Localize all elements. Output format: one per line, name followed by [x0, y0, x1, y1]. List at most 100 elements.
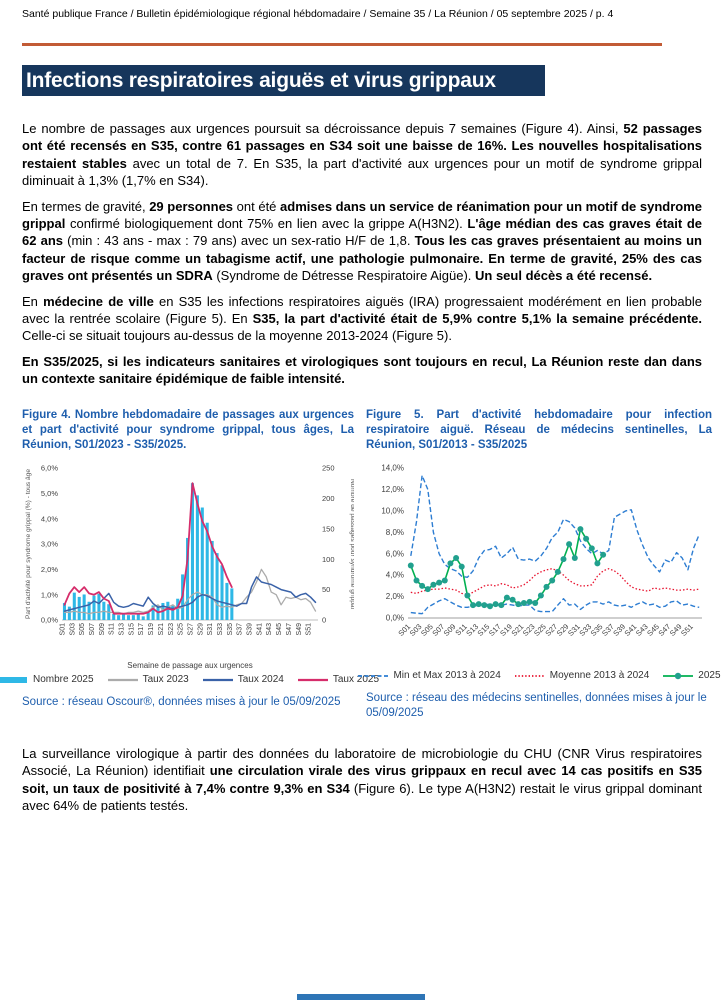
svg-text:S43: S43 [266, 623, 273, 636]
svg-text:8,0%: 8,0% [386, 528, 404, 537]
legend-item: Min et Max 2013 à 2024 [357, 670, 501, 681]
svg-text:0,0%: 0,0% [41, 616, 58, 625]
svg-text:4,0%: 4,0% [41, 514, 58, 523]
page-title: Infections respiratoires aiguës et virus… [22, 65, 545, 96]
legend-swatch [514, 674, 545, 677]
text-segment: L'âge médian des cas graves était de 62 … [22, 216, 702, 249]
svg-text:S03: S03 [69, 623, 76, 636]
svg-text:S17: S17 [138, 623, 145, 636]
paragraph-gravite: En termes de gravité, 29 personnes ont é… [22, 198, 702, 285]
legend-label: Taux 2025 [332, 674, 380, 685]
paragraph-conclusion: En S35/2025, si les indicateurs sanitair… [22, 353, 702, 388]
svg-text:14,0%: 14,0% [381, 464, 404, 473]
figure4-legend: Nombre 2025 Taux 2023 Taux 2024 Taux 2025 [0, 674, 379, 685]
svg-text:150: 150 [322, 524, 335, 533]
legend-label: Nombre 2025 [32, 674, 94, 685]
svg-text:S15: S15 [128, 623, 135, 636]
svg-text:S07: S07 [89, 623, 96, 636]
svg-text:S25: S25 [178, 623, 185, 636]
svg-text:S51: S51 [306, 623, 313, 636]
svg-text:2,0%: 2,0% [41, 565, 58, 574]
legend-item: Taux 2025 [297, 674, 379, 685]
legend-item: Taux 2024 [202, 674, 284, 685]
svg-text:0,0%: 0,0% [386, 614, 404, 623]
figure5-source: Source : réseau des médecins sentinelles… [366, 692, 707, 719]
svg-text:S39: S39 [247, 623, 254, 636]
svg-text:S01: S01 [60, 623, 67, 636]
svg-text:S27: S27 [188, 623, 195, 636]
svg-text:S35: S35 [227, 623, 234, 636]
legend-item: Moyenne 2013 à 2024 [514, 670, 650, 681]
svg-text:S51: S51 [679, 622, 695, 638]
figure4-chart: 0,0% 1,0% 2,0% 3,0% 4,0% 5,0% 6,0% 0 50 100 150 200… [25, 464, 354, 670]
svg-text:S21: S21 [158, 623, 165, 636]
paragraph-urgences: Le nombre de passages aux urgences pours… [22, 120, 702, 190]
svg-text:12,0%: 12,0% [381, 485, 404, 494]
svg-text:1,0%: 1,0% [41, 590, 58, 599]
svg-text:2,0%: 2,0% [386, 592, 404, 601]
text-segment: confirmé biologiquement dont 75% en lien… [65, 216, 468, 232]
legend-item: 2025 [662, 670, 721, 681]
legend-label: Taux 2023 [142, 674, 189, 685]
legend-swatch [202, 678, 233, 681]
svg-text:3,0%: 3,0% [41, 540, 58, 549]
text-segment: En [22, 293, 44, 309]
svg-text:S05: S05 [79, 623, 86, 636]
text-segment: 52 passages ont été recensés en S35, con… [22, 121, 702, 171]
svg-text:S47: S47 [286, 623, 293, 636]
svg-text:S11: S11 [109, 623, 116, 635]
legend-label: Min et Max 2013 à 2024 [393, 670, 501, 681]
svg-text:S41: S41 [256, 623, 263, 636]
svg-text:S23: S23 [168, 623, 175, 636]
svg-text:S37: S37 [237, 623, 244, 636]
svg-text:S13: S13 [119, 623, 126, 636]
legend-label: Taux 2024 [237, 674, 284, 685]
legend-swatch [358, 674, 389, 677]
text-segment: (Syndrome de Détresse Respiratoire Aigüe… [212, 268, 476, 284]
svg-text:S45: S45 [276, 623, 283, 636]
svg-text:10,0%: 10,0% [381, 507, 404, 516]
svg-text:Semaine de passage aux urgence: Semaine de passage aux urgences [127, 661, 252, 670]
text-segment: ont été [233, 198, 281, 214]
svg-text:5,0%: 5,0% [41, 489, 58, 498]
svg-text:S33: S33 [217, 623, 224, 636]
text-segment: S35, la part d'activité était de 5,9% co… [252, 311, 702, 327]
legend-item: Taux 2023 [107, 674, 189, 685]
svg-text:200: 200 [322, 494, 335, 503]
text-segment: Le nombre de passages aux urgences pours… [22, 121, 624, 136]
text-segment: une circulation virale des virus grippau… [22, 763, 702, 796]
svg-text:S09: S09 [99, 623, 106, 636]
svg-text:S31: S31 [207, 623, 214, 636]
text-segment: Un seul décès a été recensé. [475, 268, 653, 284]
text-segment: en S35 les infections respiratoires aigu… [22, 293, 702, 327]
text-segment: admises dans un service de réanimation p… [22, 198, 702, 232]
legend-label: 2025 [698, 670, 721, 681]
figure4-source: Source : réseau Oscour®, données mises à… [22, 696, 341, 708]
text-segment: Tous les cas graves présentaient au moin… [22, 233, 702, 284]
svg-text:6,0%: 6,0% [386, 549, 404, 558]
legend-swatch [0, 676, 27, 683]
svg-text:4,0%: 4,0% [386, 571, 404, 580]
svg-text:0: 0 [322, 616, 326, 625]
figure5-legend: Min et Max 2013 à 2024 Moyenne 2013 à 202… [358, 670, 721, 681]
svg-text:S29: S29 [197, 623, 204, 636]
text-segment: La surveillance virologique à partir des… [22, 746, 702, 779]
svg-text:6,0%: 6,0% [41, 464, 58, 473]
legend-item: Nombre 2025 [0, 674, 94, 685]
svg-text:Part d'activité pour syndrome: Part d'activité pour syndrome grippal (%… [25, 469, 32, 619]
paragraph-virologie: La surveillance virologique à partir des… [22, 745, 702, 815]
legend-label: Moyenne 2013 à 2024 [549, 670, 650, 681]
legend-swatch [663, 672, 694, 679]
orange-divider [22, 43, 662, 46]
text-segment: avec un total de 7. En S35, la part d'ac… [22, 155, 702, 189]
legend-swatch [297, 678, 328, 681]
svg-text:Nombre de passages pour syndro: Nombre de passages pour syndrome grippal [349, 479, 354, 610]
text-segment: Celle-ci se situait toujours au-dessus d… [22, 328, 452, 344]
svg-text:100: 100 [322, 555, 335, 564]
text-segment: En termes de gravité, [22, 198, 150, 214]
text-segment: (Figure 6). Le type A(H3N2) restait le v… [22, 780, 702, 814]
figure5-block: Figure 5. Part d'activité hebdomadaire p… [358, 408, 721, 721]
legend-swatch [107, 678, 138, 681]
breadcrumb: Santé publique France / Bulletin épidémi… [22, 8, 614, 20]
